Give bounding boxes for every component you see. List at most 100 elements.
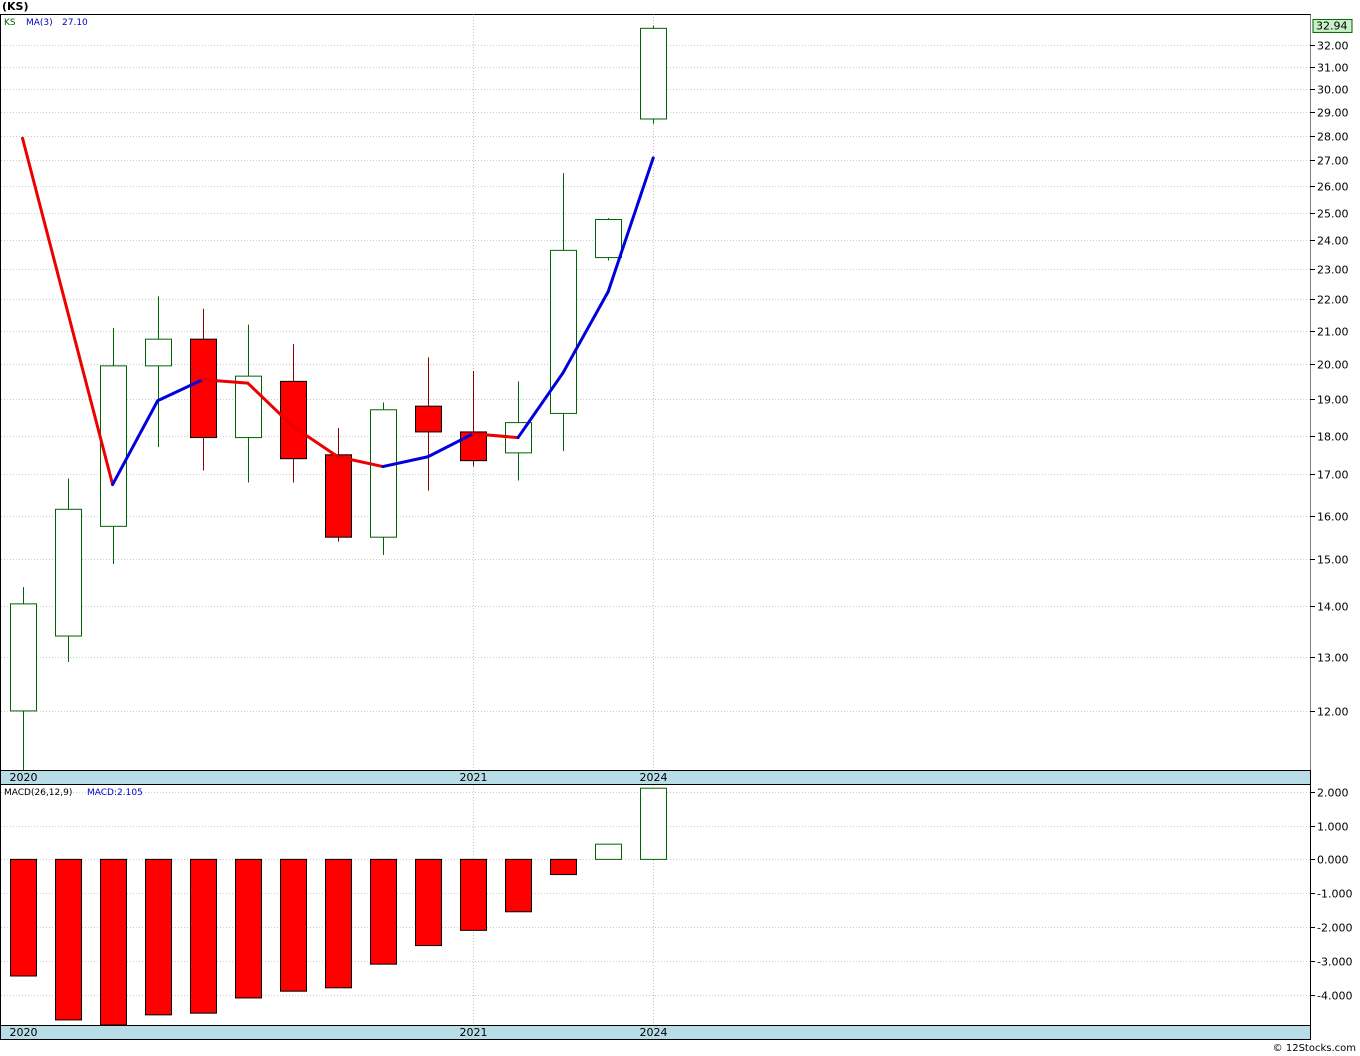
- candle-body: [415, 405, 442, 433]
- macd-bar: [505, 858, 532, 913]
- price-tick-label: 28.00: [1317, 131, 1349, 144]
- price-tick-label: 29.00: [1317, 107, 1349, 120]
- price-x-label: 2021: [460, 771, 488, 784]
- macd-bar: [190, 858, 217, 1014]
- candle: [415, 357, 442, 491]
- candle: [595, 218, 622, 261]
- copyright-footer: © 12Stocks.com: [1273, 1043, 1356, 1054]
- ma-segment: [606, 156, 655, 294]
- price-tick-label: 13.00: [1317, 652, 1349, 665]
- candle-body: [370, 409, 397, 538]
- candle-body: [325, 454, 352, 538]
- macd-bar: [460, 858, 487, 931]
- macd-bar: [595, 843, 622, 860]
- macd-x-axis: 2020 2021 2024: [10, 1026, 668, 1039]
- candle: [640, 25, 667, 124]
- macd-bar: [370, 858, 397, 965]
- macd-bar: [325, 858, 352, 989]
- ma-segment: [201, 378, 250, 385]
- candle-body: [550, 249, 577, 414]
- page-title: (KS): [2, 0, 29, 13]
- candle-body: [640, 27, 667, 120]
- candle-body: [190, 338, 217, 439]
- ma-segment: [21, 136, 115, 487]
- ma-segment: [561, 290, 610, 375]
- macd-x-label: 2021: [460, 1026, 488, 1039]
- ma-segment: [291, 424, 340, 459]
- price-tick-label: 23.00: [1317, 264, 1349, 277]
- candle-body: [145, 338, 172, 367]
- candle: [325, 428, 352, 542]
- price-tick-label: 16.00: [1317, 511, 1349, 524]
- candle-body: [100, 365, 127, 527]
- candle: [10, 587, 37, 770]
- legend-macd-name: MACD(26,12,9): [4, 788, 72, 798]
- moving-average-line: [21, 136, 655, 487]
- ma-segment: [381, 455, 430, 469]
- macd-x-label: 2020: [10, 1026, 38, 1039]
- candle-body: [55, 508, 82, 637]
- ma-segment: [426, 432, 475, 459]
- macd-tick-label: 1.000: [1317, 821, 1349, 834]
- price-legend: KS MA(3) 27.10: [4, 18, 88, 28]
- candle: [100, 327, 127, 564]
- candle-body: [235, 375, 262, 439]
- ma-segment: [336, 455, 385, 469]
- price-right-axis: [1310, 14, 1360, 785]
- candle: [55, 478, 82, 662]
- ma-segment: [246, 381, 295, 428]
- candle-body: [595, 219, 622, 259]
- legend-ma-value: 27.10: [62, 18, 88, 28]
- price-tick-label: 30.00: [1317, 84, 1349, 97]
- macd-bar: [235, 858, 262, 999]
- price-tick-label: 32.00: [1317, 40, 1349, 53]
- ma-segment: [156, 378, 205, 403]
- macd-x-axis-band: [0, 1025, 1311, 1040]
- price-tick-label: 17.00: [1317, 469, 1349, 482]
- candle: [370, 402, 397, 555]
- macd-bar: [550, 858, 577, 876]
- price-x-label: 2024: [640, 771, 668, 784]
- price-tick-label: 15.00: [1317, 554, 1349, 567]
- macd-histogram: [10, 787, 667, 1026]
- macd-bar: [415, 858, 442, 947]
- price-tick-label: 18.00: [1317, 431, 1349, 444]
- ma-segment: [111, 399, 160, 487]
- price-tick-label: 31.00: [1317, 62, 1349, 75]
- macd-y-axis: 2.000 1.000 0.000 -1.000 -2.000 -3.000 -4.000: [1310, 787, 1352, 1003]
- macd-x-label: 2024: [640, 1026, 668, 1039]
- price-y-axis: 12.00 13.00 14.00 15.00 16.00 17.00 18.00 19.00…: [1310, 40, 1349, 719]
- legend-macd-value: MACD:2.105: [87, 788, 143, 798]
- price-x-axis: 2020 2021 2024: [10, 771, 668, 784]
- last-price-label: 32.94: [1316, 19, 1348, 32]
- candle: [235, 324, 262, 483]
- macd-legend: MACD(26,12,9) MACD:2.105: [4, 788, 143, 798]
- legend-symbol: KS: [4, 18, 16, 28]
- macd-bar: [10, 858, 37, 977]
- ma-segment: [471, 432, 520, 440]
- price-tick-label: 19.00: [1317, 394, 1349, 407]
- macd-bar: [280, 858, 307, 992]
- macd-tick-label: -4.000: [1317, 990, 1352, 1003]
- candle-body: [460, 431, 487, 462]
- candle-body: [10, 603, 37, 712]
- price-tick-label: 21.00: [1317, 326, 1349, 339]
- candle: [190, 308, 217, 471]
- price-tick-label: 20.00: [1317, 359, 1349, 372]
- ma-segment: [516, 371, 565, 440]
- price-tick-label: 12.00: [1317, 706, 1349, 719]
- price-panel: [0, 14, 1311, 771]
- price-tick-label: 26.00: [1317, 181, 1349, 194]
- price-tick-label: 22.00: [1317, 294, 1349, 307]
- macd-tick-label: 0.000: [1317, 854, 1349, 867]
- price-x-label: 2020: [10, 771, 38, 784]
- legend-ma-name: MA(3): [26, 18, 53, 28]
- price-tick-label: 27.00: [1317, 155, 1349, 168]
- macd-bar: [55, 858, 82, 1021]
- candle: [145, 296, 172, 448]
- macd-tick-label: -1.000: [1317, 888, 1352, 901]
- macd-tick-label: -3.000: [1317, 956, 1352, 969]
- last-price-box: [1312, 18, 1353, 33]
- macd-bar: [640, 787, 667, 860]
